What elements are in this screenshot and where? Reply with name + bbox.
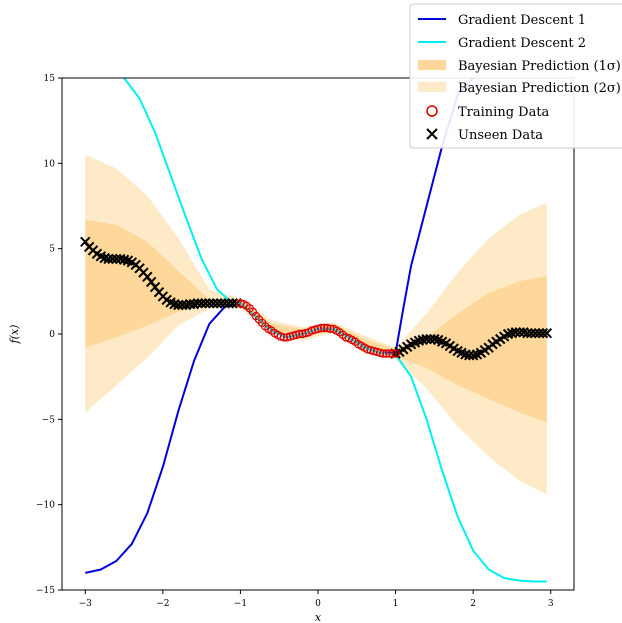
unseen-data-point bbox=[211, 298, 223, 309]
training-data-point bbox=[316, 323, 326, 333]
training-data-point bbox=[326, 324, 335, 334]
x-tick-label: 0 bbox=[315, 599, 321, 609]
unseen-data-point bbox=[200, 298, 211, 309]
legend-label-unseen-data: Unseen Data bbox=[458, 128, 543, 143]
legend-frame bbox=[409, 3, 622, 149]
legend-label-gradient-descent-2: Gradient Descent 2 bbox=[458, 36, 586, 51]
legend-label-training-data: Training Data bbox=[458, 105, 550, 120]
y-tick-label: 15 bbox=[44, 74, 56, 84]
unseen-data-point bbox=[533, 327, 545, 339]
unseen-data-point bbox=[537, 327, 549, 339]
unseen-data-point bbox=[227, 298, 238, 309]
y-tick-label: 0 bbox=[49, 330, 55, 340]
unseen-data-markers bbox=[80, 236, 553, 361]
x-tick-label: 1 bbox=[393, 599, 399, 609]
x-tick-label: −1 bbox=[234, 599, 247, 609]
legend-label-bayesian-2sigma: Bayesian Prediction (2σ) bbox=[458, 81, 621, 96]
unseen-data-point bbox=[173, 299, 184, 311]
x-tick-label: −3 bbox=[79, 599, 93, 609]
unseen-data-point bbox=[103, 253, 114, 265]
unseen-data-point bbox=[215, 298, 227, 309]
unseen-data-point bbox=[223, 298, 234, 309]
x-axis-label: x bbox=[315, 611, 322, 623]
legend-label-bayesian-1sigma: Bayesian Prediction (1σ) bbox=[458, 59, 621, 74]
legend-label-gradient-descent-1: Gradient Descent 1 bbox=[458, 13, 586, 28]
training-data-markers bbox=[236, 299, 400, 358]
unseen-data-point bbox=[192, 298, 203, 309]
unseen-data-point bbox=[526, 327, 537, 339]
unseen-data-point bbox=[196, 298, 207, 309]
unseen-data-point bbox=[522, 327, 533, 339]
x-tick-label: −2 bbox=[156, 599, 169, 609]
unseen-data-point bbox=[530, 327, 541, 339]
y-tick-label: 5 bbox=[49, 245, 55, 255]
unseen-data-point bbox=[510, 327, 522, 338]
confidence-bands bbox=[85, 154, 547, 495]
training-data-point bbox=[320, 323, 329, 333]
training-data-point bbox=[391, 349, 400, 358]
y-axis-label: f(x) bbox=[8, 325, 21, 345]
legend-swatch-bayesian-2sigma bbox=[418, 82, 446, 92]
y-tick-label: −15 bbox=[36, 586, 55, 596]
training-data-point bbox=[388, 349, 397, 358]
legend: Gradient Descent 1 Gradient Descent 2 Ba… bbox=[409, 3, 622, 149]
unseen-data-point bbox=[208, 298, 219, 309]
x-tick-label: 2 bbox=[470, 599, 476, 609]
y-axis: −15 −10 −5 0 5 10 15 bbox=[36, 74, 62, 596]
x-axis: −3 −2 −1 0 1 2 3 bbox=[79, 590, 554, 609]
unseen-data-point bbox=[107, 253, 118, 265]
unseen-data-point bbox=[204, 298, 215, 309]
training-data-point bbox=[385, 349, 394, 358]
band-1-sigma bbox=[85, 219, 547, 423]
training-data-point bbox=[295, 329, 304, 339]
legend-swatch-unseen-data bbox=[426, 128, 438, 140]
plot-area bbox=[61, 77, 575, 591]
x-tick-label: 3 bbox=[548, 599, 554, 609]
training-data-point bbox=[379, 349, 388, 358]
legend-swatch-bayesian-1sigma bbox=[418, 60, 446, 70]
y-tick-label: −10 bbox=[36, 501, 55, 511]
unseen-data-point bbox=[219, 298, 231, 309]
legend-swatch-training-data bbox=[426, 105, 438, 117]
unseen-data-point bbox=[421, 333, 432, 345]
y-tick-label: 10 bbox=[44, 159, 56, 169]
unseen-data-point bbox=[541, 327, 553, 339]
training-data-point bbox=[382, 349, 391, 358]
y-tick-label: −5 bbox=[42, 415, 56, 425]
training-data-point bbox=[279, 333, 289, 342]
